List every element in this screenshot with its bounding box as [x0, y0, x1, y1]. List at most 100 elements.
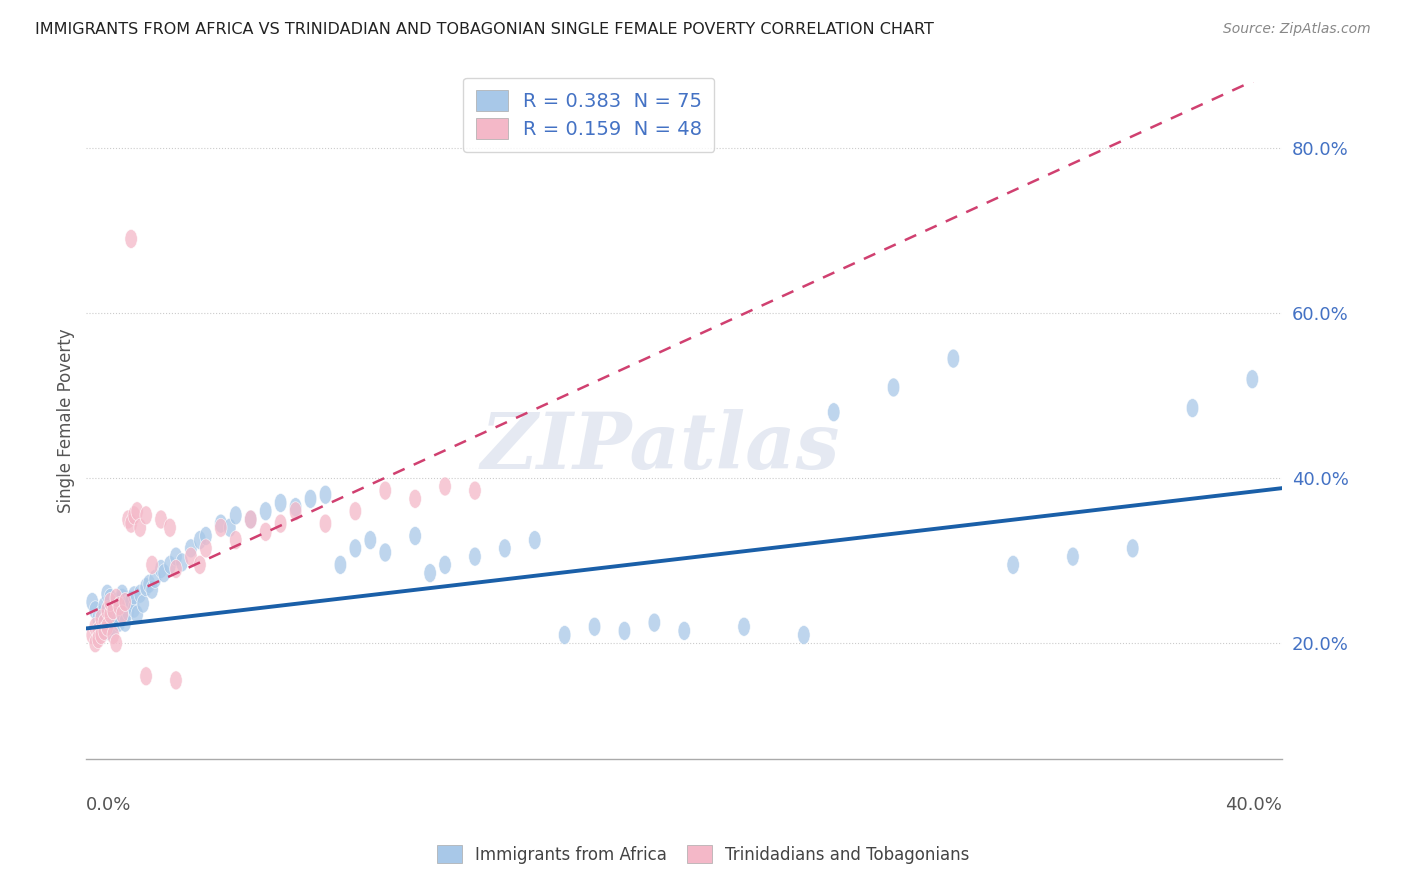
Ellipse shape [887, 378, 900, 397]
Ellipse shape [91, 630, 104, 648]
Ellipse shape [96, 609, 107, 628]
Ellipse shape [128, 506, 141, 524]
Ellipse shape [104, 605, 117, 624]
Ellipse shape [176, 553, 188, 572]
Ellipse shape [499, 539, 512, 558]
Ellipse shape [588, 617, 600, 636]
Ellipse shape [274, 514, 287, 533]
Ellipse shape [86, 625, 98, 645]
Ellipse shape [139, 506, 152, 524]
Ellipse shape [245, 510, 257, 529]
Legend: Immigrants from Africa, Trinidadians and Tobagonians: Immigrants from Africa, Trinidadians and… [430, 838, 976, 871]
Ellipse shape [128, 586, 141, 605]
Ellipse shape [98, 622, 111, 640]
Ellipse shape [229, 531, 242, 549]
Text: ZIPatlas: ZIPatlas [481, 409, 839, 486]
Ellipse shape [797, 625, 810, 645]
Ellipse shape [439, 556, 451, 574]
Ellipse shape [529, 531, 541, 549]
Ellipse shape [120, 605, 131, 624]
Ellipse shape [828, 402, 839, 422]
Ellipse shape [738, 617, 751, 636]
Ellipse shape [96, 617, 107, 636]
Ellipse shape [131, 605, 143, 624]
Ellipse shape [170, 547, 183, 566]
Ellipse shape [678, 622, 690, 640]
Ellipse shape [112, 597, 125, 615]
Ellipse shape [115, 589, 128, 607]
Ellipse shape [136, 594, 149, 613]
Ellipse shape [319, 485, 332, 504]
Ellipse shape [194, 556, 207, 574]
Ellipse shape [139, 578, 152, 597]
Legend: R = 0.383  N = 75, R = 0.159  N = 48: R = 0.383 N = 75, R = 0.159 N = 48 [463, 78, 714, 152]
Ellipse shape [110, 592, 122, 612]
Ellipse shape [170, 559, 183, 579]
Ellipse shape [125, 591, 138, 610]
Ellipse shape [155, 510, 167, 529]
Ellipse shape [134, 584, 146, 603]
Ellipse shape [110, 605, 122, 624]
Ellipse shape [96, 625, 107, 645]
Ellipse shape [104, 592, 117, 612]
Ellipse shape [120, 613, 131, 632]
Ellipse shape [125, 514, 138, 533]
Ellipse shape [184, 539, 197, 558]
Ellipse shape [409, 490, 422, 508]
Ellipse shape [648, 613, 661, 632]
Ellipse shape [101, 622, 114, 640]
Ellipse shape [184, 547, 197, 566]
Ellipse shape [128, 599, 141, 618]
Ellipse shape [194, 531, 207, 549]
Ellipse shape [163, 518, 176, 537]
Ellipse shape [143, 574, 155, 593]
Ellipse shape [468, 547, 481, 566]
Ellipse shape [98, 597, 111, 615]
Ellipse shape [112, 597, 125, 615]
Ellipse shape [224, 518, 236, 537]
Ellipse shape [107, 601, 120, 620]
Ellipse shape [131, 502, 143, 521]
Ellipse shape [260, 502, 271, 521]
Ellipse shape [134, 518, 146, 537]
Ellipse shape [149, 569, 162, 589]
Text: 40.0%: 40.0% [1226, 796, 1282, 814]
Ellipse shape [1187, 399, 1199, 417]
Text: 0.0%: 0.0% [86, 796, 132, 814]
Ellipse shape [104, 589, 117, 607]
Ellipse shape [120, 592, 131, 612]
Ellipse shape [146, 580, 159, 599]
Text: IMMIGRANTS FROM AFRICA VS TRINIDADIAN AND TOBAGONIAN SINGLE FEMALE POVERTY CORRE: IMMIGRANTS FROM AFRICA VS TRINIDADIAN AN… [35, 22, 934, 37]
Ellipse shape [1067, 547, 1080, 566]
Ellipse shape [364, 531, 377, 549]
Ellipse shape [122, 602, 135, 622]
Ellipse shape [107, 601, 120, 620]
Ellipse shape [304, 490, 316, 508]
Ellipse shape [1007, 556, 1019, 574]
Ellipse shape [215, 514, 226, 533]
Y-axis label: Single Female Poverty: Single Female Poverty [58, 328, 75, 513]
Ellipse shape [163, 556, 176, 574]
Ellipse shape [409, 526, 422, 546]
Ellipse shape [89, 601, 101, 620]
Ellipse shape [1126, 539, 1139, 558]
Ellipse shape [380, 543, 391, 562]
Ellipse shape [229, 506, 242, 524]
Ellipse shape [89, 617, 101, 636]
Ellipse shape [110, 589, 122, 607]
Text: Source: ZipAtlas.com: Source: ZipAtlas.com [1223, 22, 1371, 37]
Ellipse shape [1246, 369, 1258, 389]
Ellipse shape [155, 559, 167, 579]
Ellipse shape [101, 617, 114, 636]
Ellipse shape [619, 622, 631, 640]
Ellipse shape [380, 481, 391, 500]
Ellipse shape [107, 625, 120, 645]
Ellipse shape [115, 605, 128, 624]
Ellipse shape [290, 502, 302, 521]
Ellipse shape [335, 556, 347, 574]
Ellipse shape [260, 523, 271, 541]
Ellipse shape [98, 613, 111, 632]
Ellipse shape [439, 477, 451, 496]
Ellipse shape [146, 556, 159, 574]
Ellipse shape [122, 510, 135, 529]
